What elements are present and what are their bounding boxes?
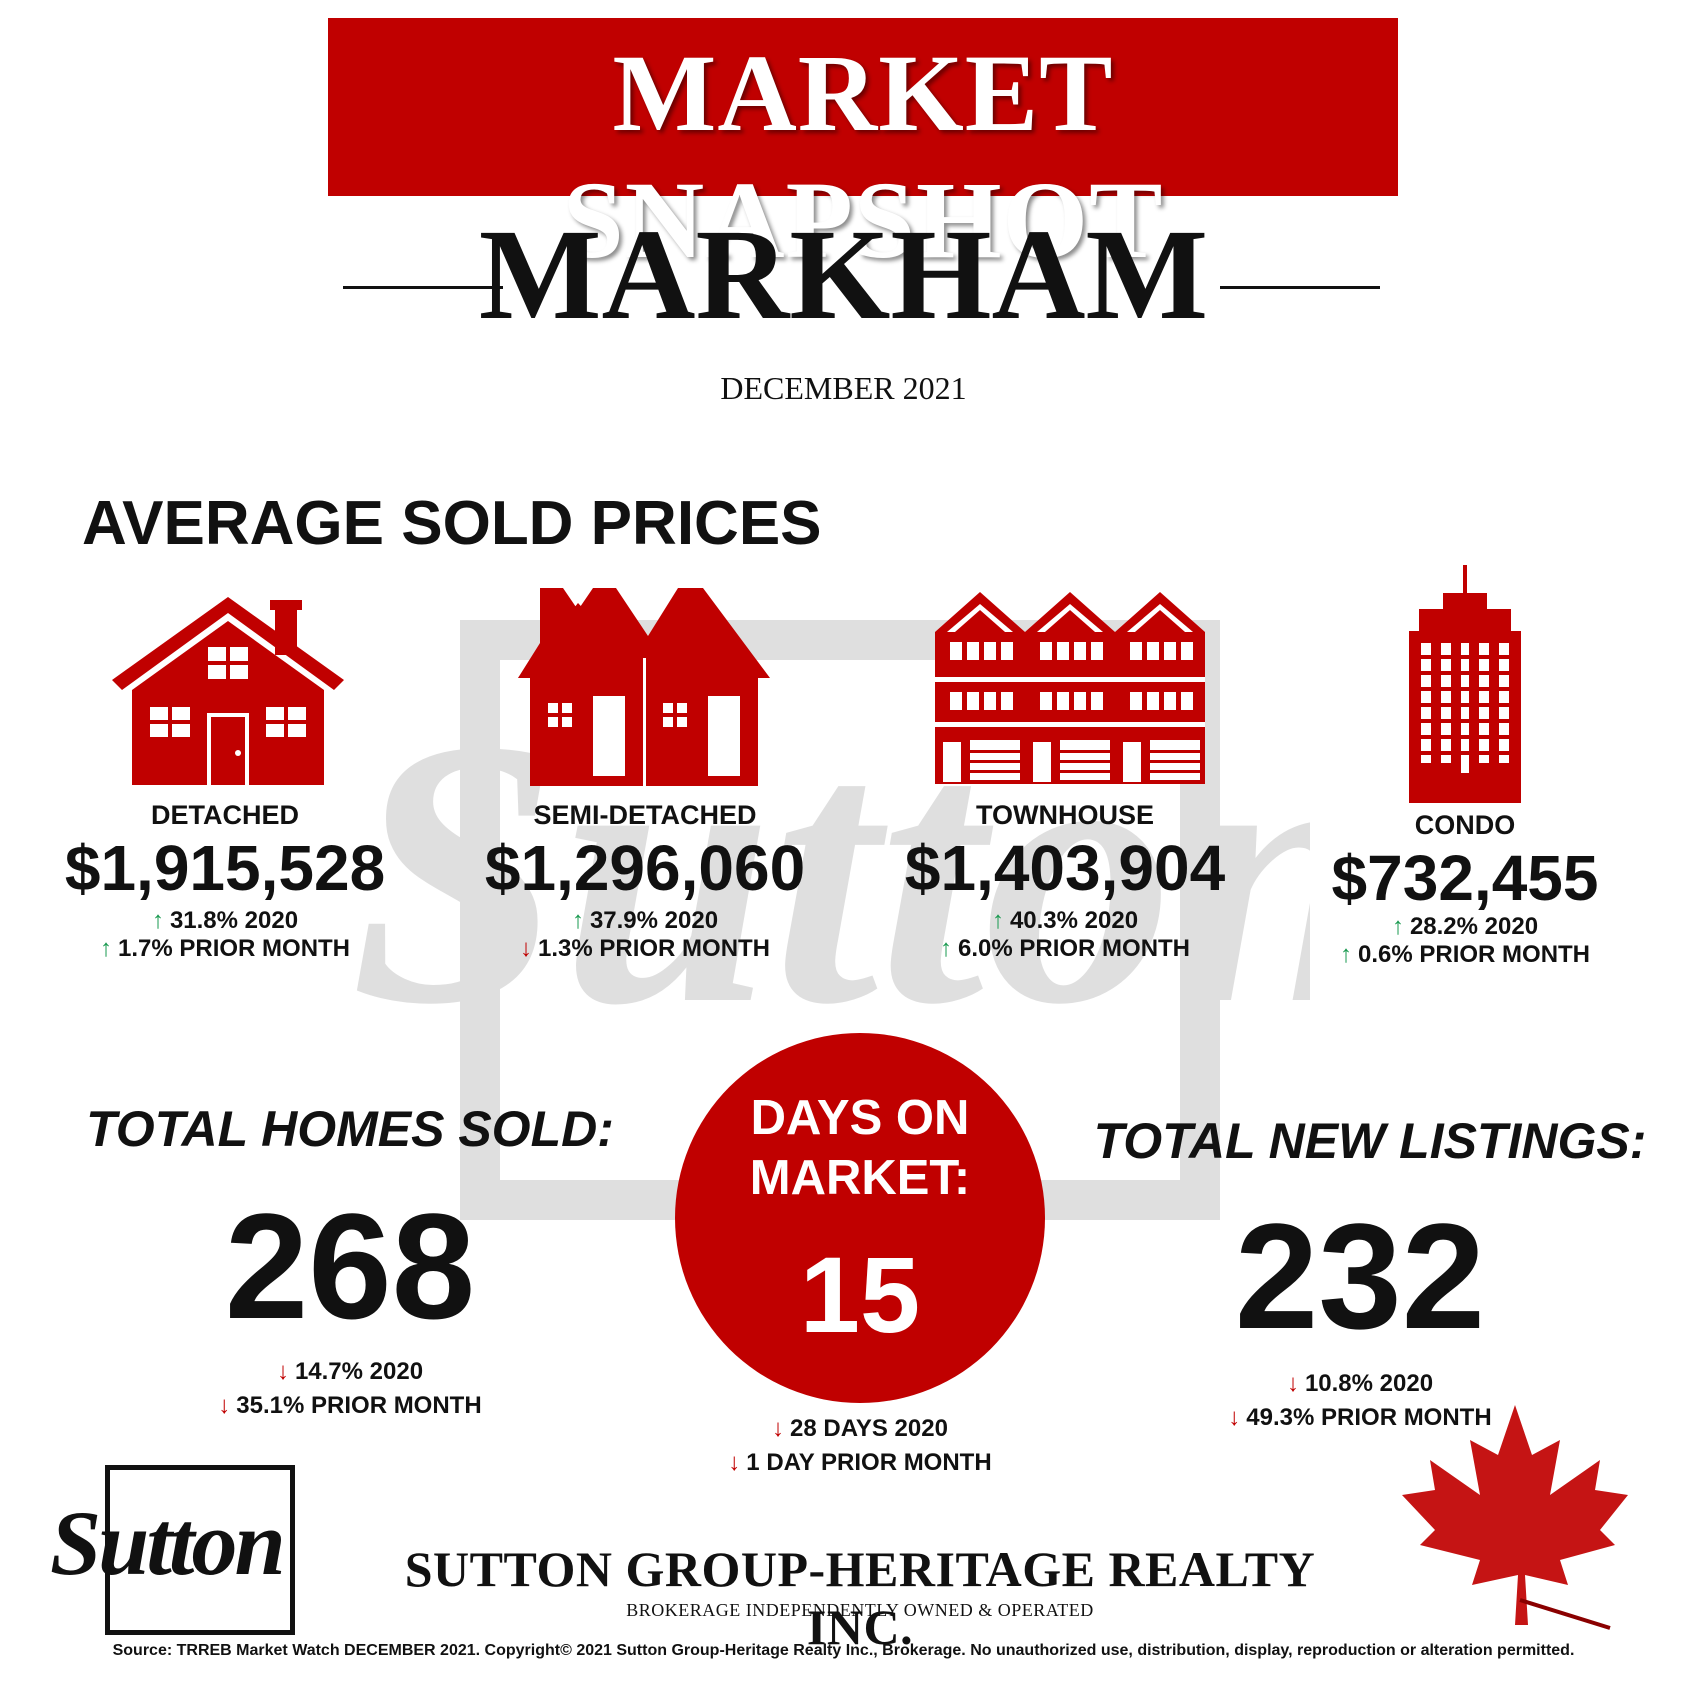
detached-price: $1,915,528 [64, 832, 386, 904]
arrow-up-icon: ↑ [991, 907, 1004, 934]
homes-sold-year-change: ↓ 14.7% 2020 [276, 1358, 424, 1385]
semi-detached-year-change: ↑ 37.9% 2020 [571, 907, 719, 934]
townhouse-label: TOWNHOUSE [975, 800, 1154, 830]
brokerage-subtitle: BROKERAGE INDEPENDENTLY OWNED & OPERATED [626, 1600, 1094, 1620]
arrow-down-icon: ↓ [519, 935, 532, 962]
condo-month-change: ↑ 0.6% PRIOR MONTH [1339, 941, 1591, 968]
condo-tower-icon [1409, 565, 1521, 803]
townhouse-icon [935, 592, 1205, 784]
source-footer: Source: TRREB Market Watch DECEMBER 2021… [112, 1642, 1575, 1659]
townhouse-block: TOWNHOUSE $1,403,904 ↑ 40.3% 2020 ↑ 6.0% P… [870, 800, 1260, 963]
semi-detached-price: $1,296,060 [484, 832, 806, 904]
semi-detached-block: SEMI-DETACHED $1,296,060 ↑ 37.9% 2020 ↓ 1.… [450, 800, 840, 963]
homes-sold-value: 268 [224, 1182, 476, 1350]
detached-month-change: ↑ 1.7% PRIOR MONTH [99, 935, 351, 962]
arrow-up-icon: ↑ [939, 935, 952, 962]
homes-sold-month-change: ↓ 35.1% PRIOR MONTH [218, 1392, 482, 1419]
arrow-down-icon: ↓ [772, 1415, 785, 1442]
days-on-market-label: DAYS ON MARKET: [749, 1091, 971, 1205]
page-title: MARKET SNAPSHOT [562, 32, 1164, 281]
arrow-up-icon: ↑ [1391, 913, 1404, 940]
days-on-market-year-change: ↓ 28 DAYS 2020 [772, 1415, 948, 1442]
arrow-down-icon: ↓ [218, 1392, 231, 1419]
arrow-up-icon: ↑ [571, 907, 584, 934]
maple-leaf-icon [1402, 1405, 1628, 1630]
condo-block: CONDO $732,455 ↑ 28.2% 2020 ↑ 0.6% PRIOR M… [1270, 810, 1660, 969]
report-date: DECEMBER 2021 [720, 370, 967, 406]
section-title: AVERAGE SOLD PRICES [82, 489, 822, 558]
arrow-down-icon: ↓ [728, 1449, 741, 1476]
detached-label: DETACHED [151, 800, 299, 830]
sutton-logo: Sutton [50, 1492, 286, 1594]
sutton-logo-box [105, 1465, 295, 1635]
arrow-down-icon: ↓ [1228, 1404, 1241, 1431]
detached-block: DETACHED $1,915,528 ↑ 31.8% 2020 ↑ 1.7% PR… [30, 800, 420, 963]
arrow-up-icon: ↑ [1339, 941, 1352, 968]
days-on-market-circle [675, 1033, 1045, 1403]
condo-price: $732,455 [1331, 842, 1599, 914]
semi-detached-house-icon [518, 588, 770, 786]
townhouse-month-change: ↑ 6.0% PRIOR MONTH [939, 935, 1191, 962]
brokerage-name: SUTTON GROUP-HERITAGE REALTY INC. [404, 1541, 1316, 1655]
days-on-market-month-change: ↓ 1 DAY PRIOR MONTH [728, 1449, 992, 1476]
homes-sold-label: TOTAL HOMES SOLD: [86, 1101, 614, 1157]
semi-detached-month-change: ↓ 1.3% PRIOR MONTH [519, 935, 771, 962]
new-listings-label: TOTAL NEW LISTINGS: [1093, 1113, 1647, 1169]
townhouse-price: $1,403,904 [904, 832, 1226, 904]
new-listings-month-change: ↓ 49.3% PRIOR MONTH [1228, 1404, 1492, 1431]
detached-year-change: ↑ 31.8% 2020 [151, 907, 299, 934]
city-name: MARKHAM [478, 203, 1209, 347]
new-listings-year-change: ↓ 10.8% 2020 [1286, 1370, 1434, 1397]
townhouse-year-change: ↑ 40.3% 2020 [991, 907, 1139, 934]
days-on-market-value: 15 [799, 1234, 921, 1355]
new-listings-value: 232 [1234, 1192, 1486, 1360]
city-rule-right [1220, 286, 1380, 289]
semi-detached-label: SEMI-DETACHED [533, 800, 757, 830]
arrow-up-icon: ↑ [151, 907, 164, 934]
detached-house-icon [112, 597, 344, 785]
city-rule-left [343, 286, 503, 289]
condo-year-change: ↑ 28.2% 2020 [1391, 913, 1539, 940]
arrow-down-icon: ↓ [1286, 1370, 1299, 1397]
arrow-down-icon: ↓ [276, 1358, 289, 1385]
title-banner [328, 18, 1398, 196]
arrow-up-icon: ↑ [99, 935, 112, 962]
condo-label: CONDO [1414, 810, 1516, 840]
